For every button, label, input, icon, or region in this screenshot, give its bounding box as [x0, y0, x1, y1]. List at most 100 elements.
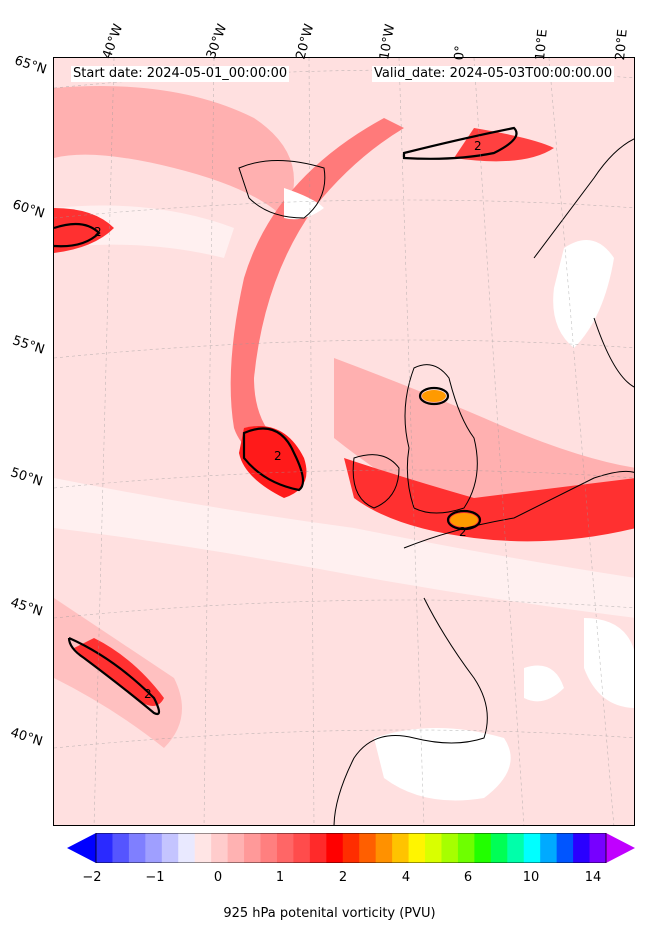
colorbar-segment: [309, 833, 327, 863]
pv-high-region-azores: [74, 638, 164, 706]
colorbar-segment: [490, 833, 508, 863]
meridian-20w: [308, 58, 315, 825]
meridian-10e: [548, 58, 615, 825]
parallel-65n: [54, 69, 634, 89]
colorbar-segment: [211, 833, 229, 863]
coastline-ireland: [352, 454, 400, 509]
colorbar-segment: [161, 833, 179, 863]
valid-date-label: Valid_date: 2024-05-03T00:00:00.00: [372, 66, 615, 82]
contour-label: 2: [474, 139, 482, 153]
lon-label-0: 0°: [452, 44, 469, 61]
pv-peak-france: [450, 513, 478, 527]
contour-2-france: [446, 509, 482, 531]
colorbar-tick: 2: [338, 870, 348, 885]
colorbar-tick: −2: [82, 870, 102, 885]
lon-label-40w: 40°W: [99, 22, 127, 61]
missing-data-balkans: [584, 618, 634, 708]
lat-label-50n: 50°N: [8, 465, 45, 490]
colorbar-segment: [425, 833, 442, 863]
parallel-55n: [54, 339, 634, 359]
pv-high-region-west: [54, 208, 114, 253]
colorbar-segment: [556, 833, 574, 863]
colorbar-segment: [194, 833, 212, 863]
lon-label-30w: 30°W: [203, 22, 231, 61]
start-date-label: Start date: 2024-05-01_00:00:00: [71, 66, 290, 82]
colorbar-segment: [457, 833, 475, 863]
map-panel: 2 2 2 2 2: [53, 57, 635, 826]
contour-2-atlantic: [242, 427, 305, 492]
pv-2-contours: [54, 126, 518, 716]
colorbar-tick: 10: [522, 870, 540, 885]
colorbar-segment: [112, 833, 130, 863]
colorbar-segment: [507, 833, 525, 863]
colorbar-segment: [326, 833, 344, 863]
colorbar-segment: [178, 833, 196, 863]
colorbar-segment: [145, 833, 163, 863]
missing-data-iceland: [284, 188, 324, 220]
contour-label: 2: [274, 449, 282, 463]
colorbar: [67, 833, 635, 863]
colorbar-segment: [276, 833, 294, 863]
coastlines: [238, 138, 634, 825]
coastline-norway: [533, 138, 634, 259]
colorbar-label: 925 hPa potenital vorticity (PVU): [223, 906, 436, 921]
pv-high-region-channel: [344, 458, 634, 542]
colorbar-segment: [293, 833, 311, 863]
coastline-france-benelux: [403, 470, 634, 549]
parallel-45n: [54, 599, 634, 619]
contour-label: 2: [459, 525, 467, 539]
pv-peak-scotland: [422, 390, 446, 402]
colorbar-segment: [523, 833, 541, 863]
lat-label-55n: 55°N: [10, 333, 47, 358]
colorbar-segment: [540, 833, 558, 863]
lon-label-20w: 20°W: [293, 22, 318, 61]
colorbar-max-arrow: [606, 833, 635, 863]
contour-2-norwegian-sea: [402, 126, 518, 160]
meridian-40w: [93, 58, 115, 825]
colorbar-outline: [95, 833, 607, 863]
colorbar-segment: [392, 833, 410, 863]
colorbar-segment: [359, 833, 377, 863]
parallel-50n: [54, 469, 634, 489]
lat-label-60n: 60°N: [10, 197, 47, 222]
lon-label-20e: 20°E: [613, 28, 631, 62]
lat-label-65n: 65°N: [12, 53, 49, 78]
colorbar-tick: −1: [145, 870, 165, 885]
lon-label-10e: 10°E: [533, 28, 551, 62]
lat-label-40n: 40°N: [8, 725, 45, 750]
graticule: [54, 58, 634, 825]
contour-label: 2: [94, 225, 102, 239]
colorbar-segment: [573, 833, 591, 863]
contour-2-azores: [67, 636, 161, 716]
pv-field-map: 2 2 2 2 2: [54, 58, 634, 825]
colorbar-segment: [96, 833, 113, 863]
colorbar-segment: [342, 833, 360, 863]
contour-2-west: [54, 222, 101, 248]
missing-data-scandinavia: [553, 240, 614, 348]
colorbar-tick: 0: [213, 870, 223, 885]
pv-medium-region-north: [54, 86, 294, 218]
contour-label: 2: [144, 687, 152, 701]
contour-2-scotland: [418, 386, 450, 406]
meridian-0: [473, 58, 525, 825]
colorbar-segment: [244, 833, 262, 863]
pv-low-band: [54, 478, 634, 618]
meridian-10w: [398, 58, 425, 825]
coastline-iberia: [333, 597, 488, 825]
parallel-40n: [54, 729, 634, 749]
coastline-sweden: [593, 317, 634, 388]
colorbar-tick: 4: [401, 870, 411, 885]
colorbar-segment: [441, 833, 459, 863]
colorbar-segment: [474, 833, 492, 863]
lat-label-45n: 45°N: [8, 595, 45, 620]
coastline-iceland: [238, 160, 326, 219]
colorbar-segment: [128, 833, 146, 863]
missing-data-iberia: [374, 728, 511, 801]
missing-data-alps: [524, 665, 564, 702]
colorbar-tick: 6: [463, 870, 473, 885]
colorbar-segment: [375, 833, 393, 863]
colorbar-tick: 1: [275, 870, 285, 885]
colorbar-segment: [589, 833, 607, 863]
coastline-great-britain: [404, 364, 478, 514]
meridian-30w: [203, 58, 215, 825]
